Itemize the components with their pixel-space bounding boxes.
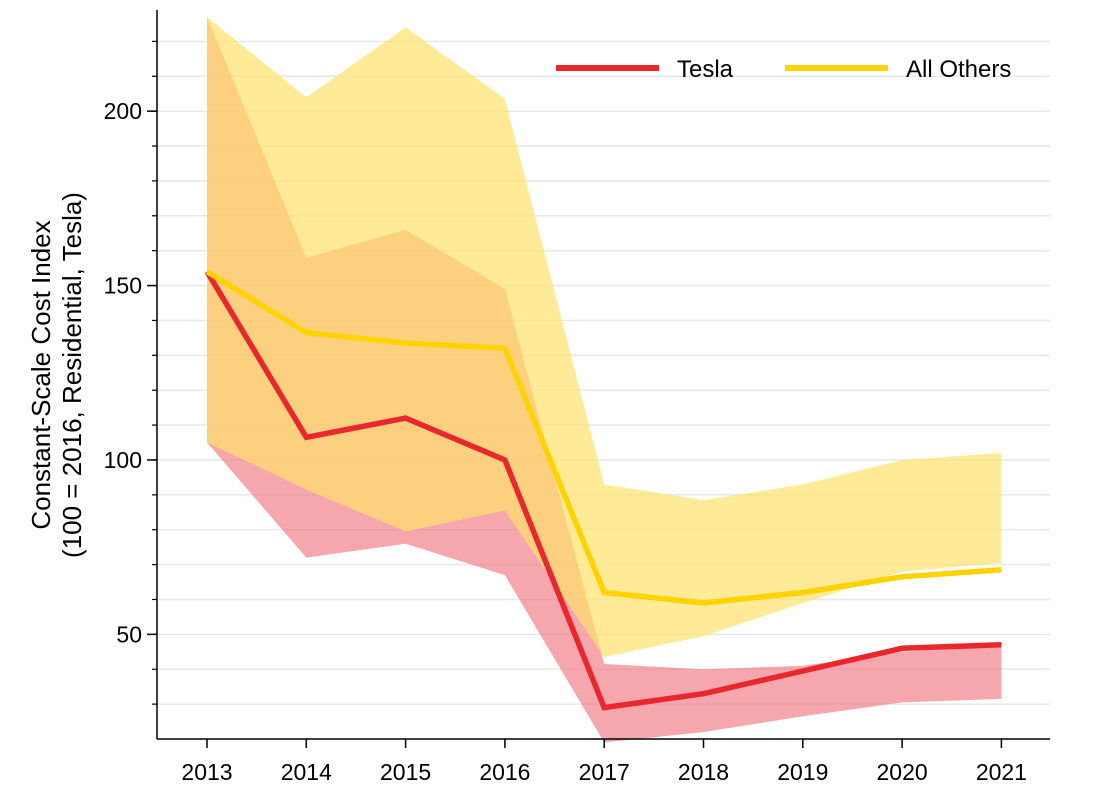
y-tick-label-100: 100 xyxy=(104,447,142,473)
legend: Tesla All Others xyxy=(556,56,1011,83)
y-axis-label-line2: (100 = 2016, Residential, Tesla) xyxy=(57,192,87,558)
x-tick-label-2019: 2019 xyxy=(777,759,828,785)
x-tick-label-2021: 2021 xyxy=(976,759,1027,785)
x-tick-label-2014: 2014 xyxy=(281,759,332,785)
x-tick-label-2015: 2015 xyxy=(380,759,431,785)
y-tick-label-150: 150 xyxy=(104,273,142,299)
x-tick-label-2013: 2013 xyxy=(181,759,232,785)
x-tick-label-2017: 2017 xyxy=(579,759,630,785)
legend-label-all-others: All Others xyxy=(906,56,1011,83)
y-tick-label-200: 200 xyxy=(104,98,142,124)
y-axis-label-line1: Constant-Scale Cost Index xyxy=(26,220,56,529)
x-tick-label-2018: 2018 xyxy=(678,759,729,785)
legend-label-tesla: Tesla xyxy=(677,56,734,83)
x-tick-label-2016: 2016 xyxy=(479,759,530,785)
y-tick-label-50: 50 xyxy=(116,621,142,647)
x-tick-label-2020: 2020 xyxy=(877,759,928,785)
